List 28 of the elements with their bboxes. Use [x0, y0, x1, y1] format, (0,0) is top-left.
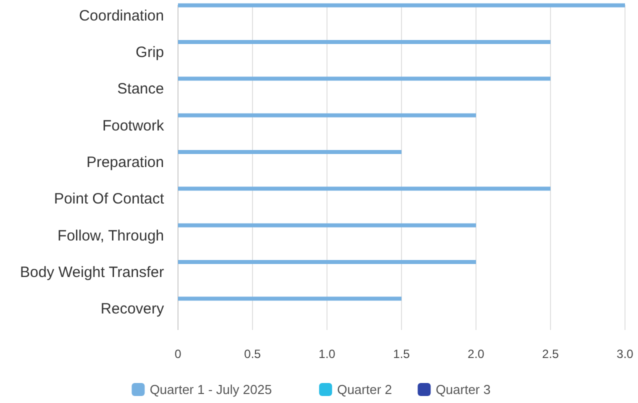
y-tick-label: Follow, Through [58, 227, 164, 244]
y-tick-label: Recovery [100, 300, 164, 318]
bar [178, 296, 402, 301]
bar [178, 3, 625, 8]
x-tick-label: 0 [174, 347, 182, 361]
y-tick-label: Stance [117, 80, 164, 98]
bar [178, 223, 476, 228]
bar [178, 76, 550, 81]
bar [178, 40, 550, 44]
legend-label: Quarter 2 [337, 382, 392, 397]
x-tick-label: 0.5 [244, 347, 262, 361]
bar [178, 260, 476, 264]
bar [178, 186, 550, 191]
x-tick-label: 2.0 [468, 347, 485, 361]
bar [178, 113, 476, 118]
legend-label: Quarter 1 - July 2025 [150, 382, 272, 397]
y-tick-label: Preparation [86, 154, 164, 171]
bar [178, 150, 402, 154]
y-tick-label: Footwork [102, 117, 164, 134]
y-tick-label: Grip [136, 44, 164, 61]
legend-label: Quarter 3 [436, 382, 491, 397]
y-tick-label: Point Of Contact [54, 190, 165, 208]
y-tick-label: Coordination [78, 7, 164, 24]
x-tick-label: 1.0 [318, 347, 336, 361]
x-tick-label: 1.5 [393, 347, 410, 361]
y-tick-label: Body Weight Transfer [20, 264, 164, 281]
x-tick-label: 3.0 [616, 347, 634, 361]
x-tick-label: 2.5 [542, 347, 560, 361]
